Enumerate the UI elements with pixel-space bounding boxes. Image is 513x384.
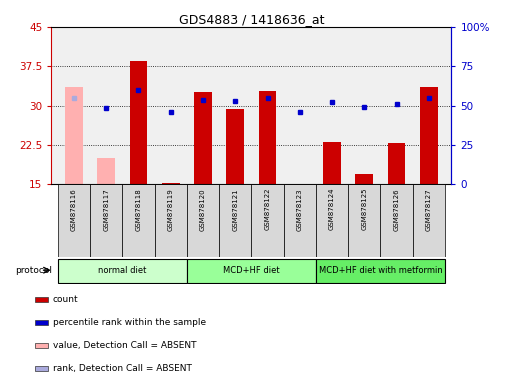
Text: value, Detection Call = ABSENT: value, Detection Call = ABSENT [53,341,196,350]
Bar [323,142,341,184]
Bar [388,143,405,184]
Text: MCD+HF diet: MCD+HF diet [223,266,280,275]
Text: normal diet: normal diet [98,266,147,275]
Bar [35,343,48,348]
Bar [187,184,219,257]
Text: GSM878125: GSM878125 [361,188,367,230]
Bar [58,184,90,257]
Bar [187,259,316,283]
Bar [90,184,122,257]
Title: GDS4883 / 1418636_at: GDS4883 / 1418636_at [179,13,324,26]
Text: GSM878118: GSM878118 [135,188,142,231]
Text: GSM878119: GSM878119 [168,188,174,231]
Text: GSM878121: GSM878121 [232,188,238,231]
Bar [226,109,244,184]
Bar [259,91,277,184]
Bar [251,184,284,257]
Bar [356,174,373,184]
Bar [58,259,187,283]
Bar [219,184,251,257]
Text: rank, Detection Call = ABSENT: rank, Detection Call = ABSENT [53,364,192,373]
Bar [420,87,438,184]
Text: GSM878126: GSM878126 [393,188,400,231]
Text: percentile rank within the sample: percentile rank within the sample [53,318,206,327]
Bar [97,158,115,184]
Bar [154,184,187,257]
Text: count: count [53,295,78,304]
Bar [348,184,381,257]
Text: MCD+HF diet with metformin: MCD+HF diet with metformin [319,266,442,275]
Text: GSM878124: GSM878124 [329,188,335,230]
Text: GSM878122: GSM878122 [265,188,270,230]
Bar [35,320,48,325]
Bar [130,61,147,184]
Text: GSM878117: GSM878117 [103,188,109,231]
Bar [316,259,445,283]
Text: protocol: protocol [15,266,52,275]
Bar [413,184,445,257]
Text: GSM878116: GSM878116 [71,188,77,231]
Bar [284,184,316,257]
Bar [35,366,48,371]
Bar [316,184,348,257]
Bar [381,184,413,257]
Bar [194,93,212,184]
Text: GSM878123: GSM878123 [297,188,303,231]
Bar [35,297,48,302]
Bar [122,184,154,257]
Bar [162,183,180,184]
Text: GSM878127: GSM878127 [426,188,432,231]
Bar [65,87,83,184]
Text: GSM878120: GSM878120 [200,188,206,231]
